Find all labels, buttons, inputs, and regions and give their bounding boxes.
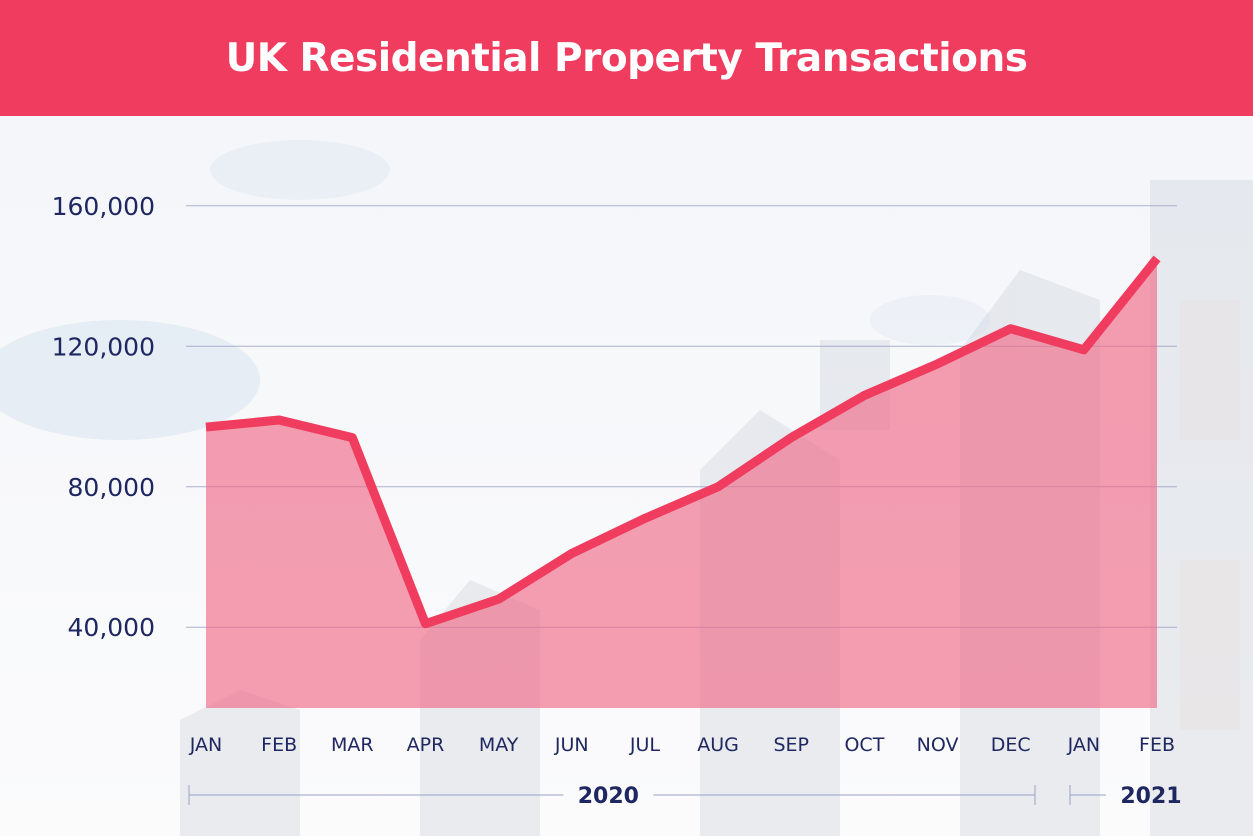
x-tick-label: OCT (844, 734, 884, 756)
x-tick-label: JAN (1067, 734, 1100, 756)
year-label: 2021 (1120, 784, 1181, 809)
x-tick-label: JUL (629, 734, 661, 756)
y-tick-label: 160,000 (52, 192, 155, 221)
x-tick-label: AUG (697, 734, 739, 756)
year-label: 2020 (578, 784, 639, 809)
x-tick-label: SEP (773, 734, 809, 756)
x-tick-label: JAN (189, 734, 222, 756)
x-tick-label: APR (407, 734, 445, 756)
area-fill (206, 258, 1157, 708)
x-tick-label: MAY (479, 734, 519, 756)
x-tick-label: FEB (261, 734, 297, 756)
x-tick-label: FEB (1139, 734, 1175, 756)
series-line (205, 255, 1161, 629)
x-tick-label: DEC (991, 734, 1031, 756)
y-tick-label: 80,000 (68, 473, 155, 502)
x-tick-label: MAR (331, 734, 374, 756)
y-tick-label: 40,000 (68, 613, 155, 642)
x-tick-label: NOV (917, 734, 959, 756)
y-tick-label: 120,000 (52, 332, 155, 361)
chart-title: UK Residential Property Transactions (225, 35, 1028, 81)
title-banner: UK Residential Property Transactions (0, 0, 1253, 116)
x-tick-label: JUN (554, 734, 589, 756)
